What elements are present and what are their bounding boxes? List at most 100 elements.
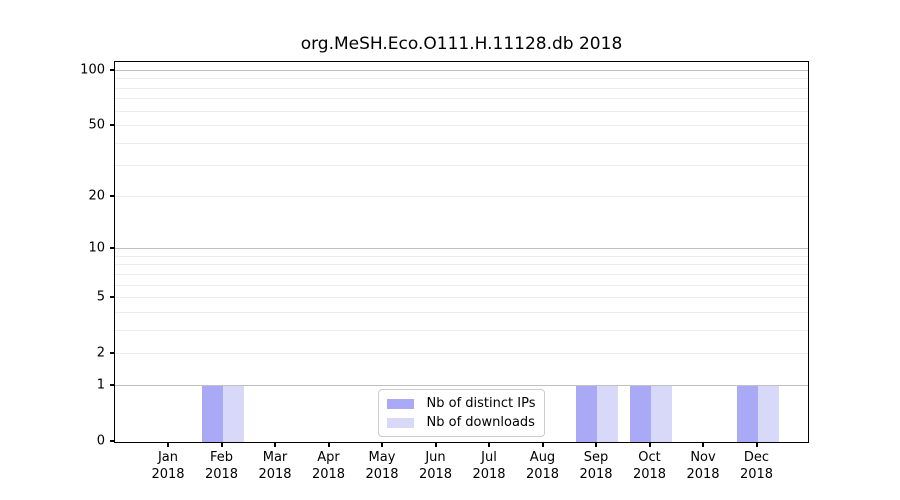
gridline-major-100 bbox=[115, 70, 808, 71]
x-tick-year-feb: 2018 bbox=[204, 466, 239, 482]
legend-label-downloads: Nb of downloads bbox=[426, 415, 535, 430]
y-tick-mark-50 bbox=[110, 123, 114, 126]
x-tick-month-jun: Jun bbox=[425, 450, 446, 465]
x-tick-mark-jan bbox=[167, 443, 169, 447]
gridline-minor-60 bbox=[115, 110, 808, 112]
gridline-minor-2 bbox=[115, 352, 808, 354]
x-tick-month-jan: Jan bbox=[157, 450, 179, 465]
x-tick-month-dec: Dec bbox=[743, 450, 770, 465]
gridline-minor-40 bbox=[115, 142, 808, 144]
y-tick-label-2: 2 bbox=[96, 345, 105, 361]
x-tick-year-mar: 2018 bbox=[258, 466, 292, 482]
x-tick-mark-feb bbox=[220, 443, 223, 447]
bar-dec-downloads bbox=[757, 386, 779, 442]
x-tick-mark-mar bbox=[274, 443, 276, 447]
gridline-minor-9 bbox=[115, 255, 808, 257]
y-tick-label-0: 0 bbox=[96, 433, 105, 449]
x-tick-label-jun: Jun 2018 bbox=[401, 450, 471, 483]
y-tick-label-50: 50 bbox=[88, 117, 105, 133]
gridline-minor-50 bbox=[115, 124, 808, 126]
y-tick-mark-5 bbox=[110, 296, 114, 298]
x-tick-month-sep: Sep bbox=[583, 450, 609, 465]
x-tick-month-feb: Feb bbox=[209, 450, 234, 465]
bars bbox=[115, 62, 808, 442]
legend-label-distinct-ips: Nb of distinct IPs bbox=[426, 396, 536, 411]
gridline-minor-7 bbox=[115, 273, 808, 275]
bar-oct-distinct-ips bbox=[629, 386, 651, 442]
gridline-minor-20 bbox=[115, 196, 808, 198]
y-tick-mark-2 bbox=[110, 351, 114, 354]
y-tick-mark-20 bbox=[110, 195, 114, 198]
x-tick-month-oct: Oct bbox=[638, 450, 661, 465]
x-tick-year-nov: 2018 bbox=[686, 466, 720, 482]
gridline-minor-80 bbox=[115, 87, 808, 89]
x-tick-label-feb: Feb 2018 bbox=[187, 450, 257, 483]
bar-dec-distinct-ips bbox=[736, 386, 758, 442]
x-tick-year-apr: 2018 bbox=[311, 466, 346, 482]
x-tick-mark-oct bbox=[648, 443, 651, 447]
x-tick-label-may: May 2018 bbox=[347, 450, 417, 483]
bar-feb-downloads bbox=[222, 386, 244, 442]
x-tick-mark-aug bbox=[541, 443, 544, 447]
y-tick-mark-1 bbox=[110, 384, 114, 387]
x-tick-month-may: May bbox=[368, 450, 396, 465]
x-tick-mark-apr bbox=[327, 443, 330, 447]
y-tick-label-100: 100 bbox=[80, 62, 105, 78]
x-tick-year-aug: 2018 bbox=[525, 466, 560, 482]
x-tick-year-oct: 2018 bbox=[632, 466, 667, 482]
bar-sep-downloads bbox=[597, 386, 618, 442]
x-tick-month-nov: Nov bbox=[690, 450, 716, 465]
gridline-minor-4 bbox=[115, 311, 808, 313]
legend-item-distinct-ips: Nb of distinct IPs bbox=[386, 396, 536, 411]
gridline-minor-70 bbox=[115, 98, 808, 100]
x-tick-label-jul: Jul 2018 bbox=[454, 450, 524, 483]
gridlines bbox=[115, 62, 808, 442]
gridline-minor-3 bbox=[115, 329, 808, 331]
y-tick-label-10: 10 bbox=[88, 240, 105, 256]
bar-feb-distinct-ips bbox=[201, 386, 223, 442]
legend-swatch-downloads bbox=[386, 417, 414, 428]
x-tick-mark-sep bbox=[595, 443, 597, 447]
y-tick-label-5: 5 bbox=[96, 289, 105, 305]
gridline-minor-5 bbox=[115, 297, 808, 298]
legend-item-downloads: Nb of downloads bbox=[386, 415, 536, 430]
x-tick-year-may: 2018 bbox=[365, 466, 399, 482]
x-tick-year-sep: 2018 bbox=[579, 466, 613, 482]
gridline-minor-6 bbox=[115, 284, 808, 286]
x-tick-mark-jun bbox=[434, 443, 437, 447]
x-tick-month-jul: Jul bbox=[481, 450, 497, 465]
gridline-major-10 bbox=[115, 248, 808, 250]
y-tick-label-1: 1 bbox=[96, 377, 105, 393]
x-tick-month-mar: Mar bbox=[262, 450, 288, 465]
y-tick-label-20: 20 bbox=[88, 188, 105, 204]
bar-sep-distinct-ips bbox=[576, 386, 597, 442]
bar-oct-downloads bbox=[650, 386, 672, 442]
chart-title: org.MeSH.Eco.O111.H.11128.db 2018 bbox=[300, 34, 623, 54]
x-tick-mark-nov bbox=[702, 443, 704, 447]
x-tick-mark-may bbox=[381, 443, 383, 447]
legend: Nb of distinct IPs Nb of downloads bbox=[377, 389, 546, 437]
gridline-major-1 bbox=[115, 385, 808, 387]
x-tick-label-mar: Mar 2018 bbox=[240, 450, 310, 483]
legend-swatch-distinct-ips bbox=[386, 398, 414, 409]
x-tick-label-aug: Aug 2018 bbox=[508, 450, 578, 483]
gridline-minor-90 bbox=[115, 78, 808, 80]
x-tick-month-aug: Aug bbox=[529, 450, 556, 465]
x-tick-label-oct: Oct 2018 bbox=[615, 450, 685, 483]
y-tick-mark-10 bbox=[110, 247, 114, 250]
x-tick-year-jan: 2018 bbox=[151, 466, 185, 482]
x-tick-label-nov: Nov 2018 bbox=[668, 450, 738, 483]
x-tick-year-dec: 2018 bbox=[739, 466, 774, 482]
x-tick-mark-jul bbox=[488, 443, 490, 447]
gridline-minor-30 bbox=[115, 165, 808, 166]
x-tick-label-jan: Jan 2018 bbox=[133, 450, 203, 483]
y-tick-mark-0 bbox=[110, 440, 114, 442]
x-tick-year-jun: 2018 bbox=[418, 466, 453, 482]
x-tick-label-dec: Dec 2018 bbox=[722, 450, 792, 483]
x-tick-month-apr: Apr bbox=[317, 450, 340, 465]
plot-area: Nb of distinct IPs Nb of downloads bbox=[114, 61, 809, 443]
gridline-minor-8 bbox=[115, 264, 808, 266]
x-tick-label-sep: Sep 2018 bbox=[561, 450, 631, 483]
x-tick-label-apr: Apr 2018 bbox=[294, 450, 364, 483]
